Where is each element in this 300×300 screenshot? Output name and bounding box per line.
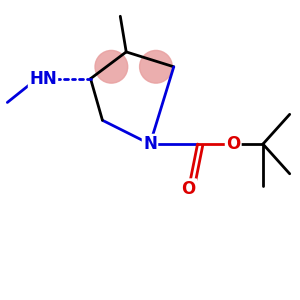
Circle shape <box>95 50 128 83</box>
Text: O: O <box>226 135 240 153</box>
Text: HN: HN <box>29 70 57 88</box>
Text: N: N <box>143 135 157 153</box>
Circle shape <box>140 50 172 83</box>
Text: O: O <box>182 180 196 198</box>
